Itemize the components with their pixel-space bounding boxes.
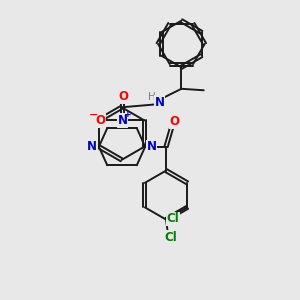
Text: N: N	[87, 140, 97, 153]
Text: O: O	[118, 90, 128, 103]
Text: O: O	[169, 115, 179, 128]
Text: Cl: Cl	[167, 212, 180, 225]
Text: Cl: Cl	[164, 231, 177, 244]
Text: N: N	[118, 114, 128, 127]
Text: +: +	[124, 110, 132, 119]
Text: H: H	[148, 92, 156, 102]
Text: −: −	[89, 110, 99, 120]
Text: N: N	[155, 96, 165, 109]
Text: N: N	[147, 140, 157, 153]
Text: O: O	[95, 114, 106, 127]
